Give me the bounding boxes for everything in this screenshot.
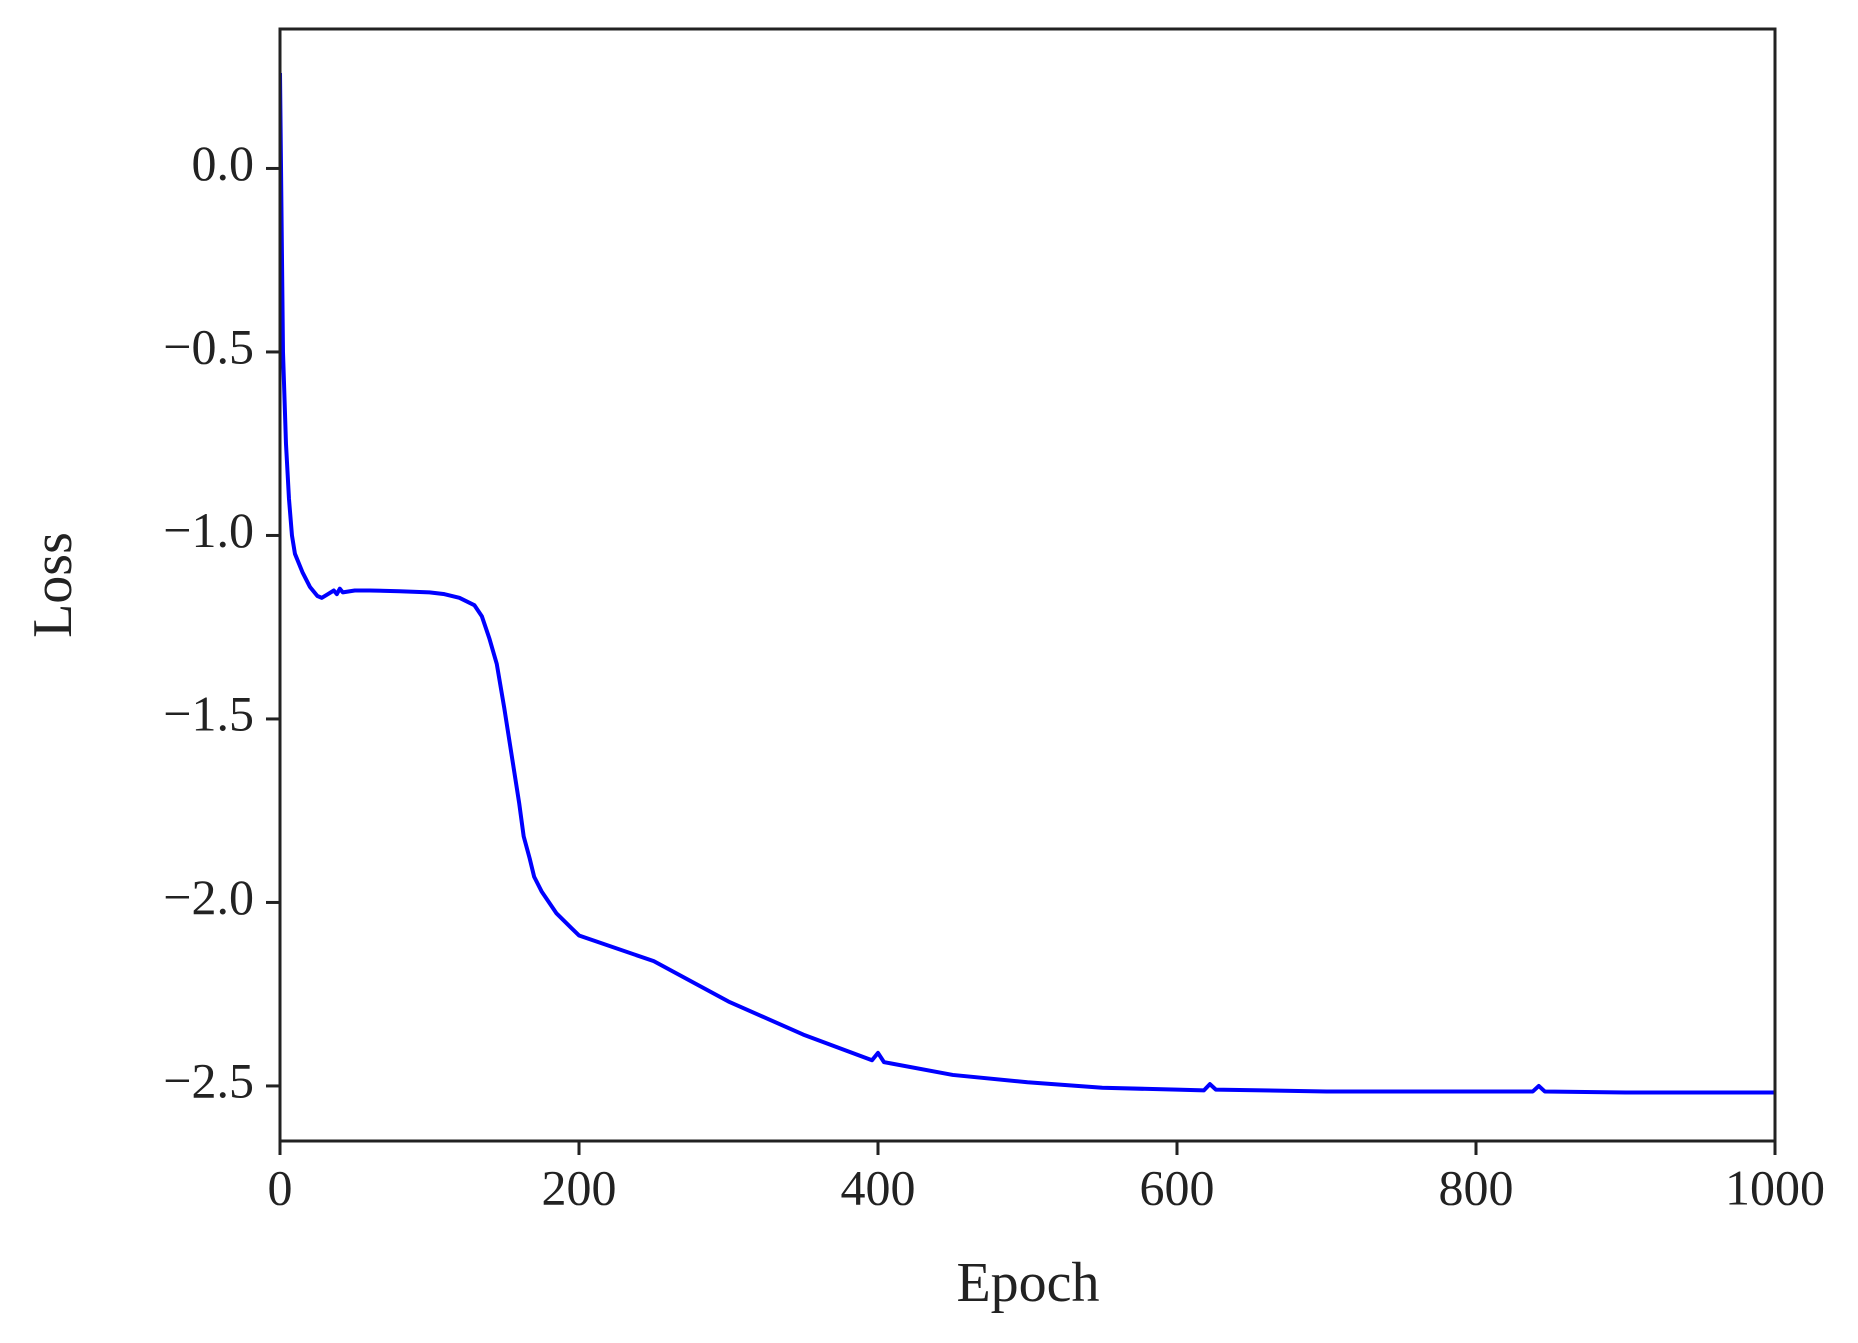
x-tick-label: 800 xyxy=(1439,1159,1514,1215)
x-tick-label: 400 xyxy=(841,1159,916,1215)
y-tick-label: −2.5 xyxy=(163,1052,254,1108)
x-tick-label: 600 xyxy=(1140,1159,1215,1215)
y-tick-label: −2.0 xyxy=(163,869,254,925)
loss-line xyxy=(280,73,1775,1095)
y-axis-label: Loss xyxy=(22,532,84,638)
x-tick-label: 200 xyxy=(542,1159,617,1215)
y-tick-label: −0.5 xyxy=(163,318,254,374)
x-tick-label: 0 xyxy=(268,1159,293,1215)
y-tick-label: −1.5 xyxy=(163,685,254,741)
plot-frame xyxy=(278,27,1777,1143)
y-tick-label: 0.0 xyxy=(192,135,255,191)
y-tick-label: −1.0 xyxy=(163,502,254,558)
x-axis-label: Epoch xyxy=(956,1252,1099,1314)
x-tick-label: 1000 xyxy=(1725,1159,1825,1215)
